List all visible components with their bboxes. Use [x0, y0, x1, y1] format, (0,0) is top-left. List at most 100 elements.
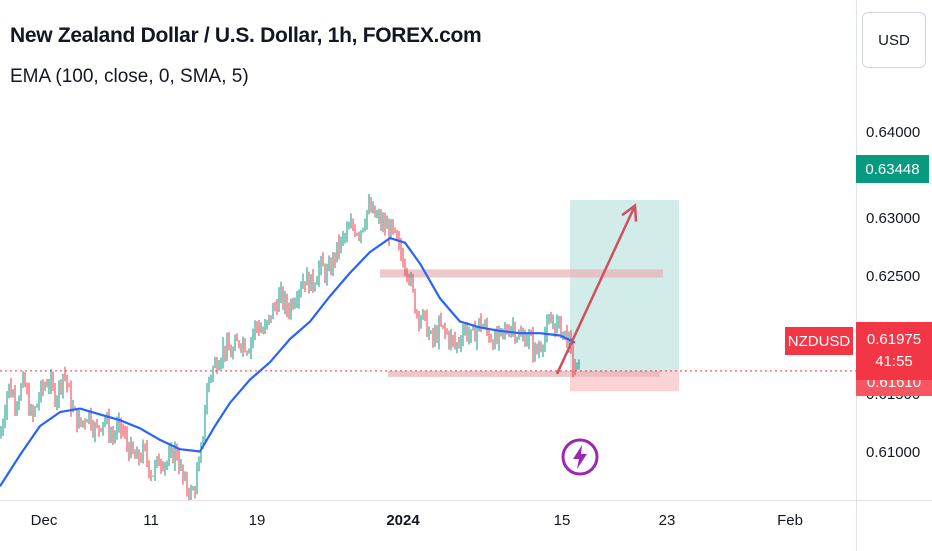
candle-body [528, 333, 530, 341]
candle-body [110, 435, 112, 437]
candle-body [10, 384, 12, 396]
candle-body [146, 448, 148, 462]
candle-body [446, 330, 448, 334]
candle-body [306, 273, 308, 286]
candle-body [32, 408, 34, 415]
lightning-icon[interactable] [560, 437, 600, 477]
candle-body [328, 263, 330, 270]
candle-body [420, 318, 422, 323]
time-axis[interactable] [0, 500, 856, 551]
chart-area[interactable]: New Zealand Dollar / U.S. Dollar, 1h, FO… [0, 0, 856, 506]
candle-body [206, 387, 208, 414]
candle-body [70, 386, 72, 411]
candle-body [500, 328, 502, 330]
candle-body [472, 328, 474, 330]
candle-body [534, 345, 536, 355]
candle-body [560, 318, 562, 337]
candle-body [542, 346, 544, 350]
candle-body [552, 323, 554, 325]
candle-body [442, 325, 444, 327]
candle-body [226, 340, 228, 355]
candle-body [294, 302, 296, 307]
candle-body [216, 361, 218, 370]
candle-body [360, 231, 362, 237]
candle-body [448, 333, 450, 344]
support-zone [388, 370, 660, 377]
candle-body [218, 365, 220, 370]
candle-body [354, 227, 356, 235]
candle-body [188, 491, 190, 499]
candle-body [308, 273, 310, 291]
candle-body [296, 299, 298, 303]
candle-body [128, 445, 130, 457]
candle-body [96, 424, 98, 426]
candle-body [184, 476, 186, 479]
candle-body [292, 301, 294, 307]
candle-body [20, 385, 22, 400]
candle-body [24, 375, 26, 386]
candle-body [130, 442, 132, 457]
candle-body [274, 306, 276, 308]
x-tick: Dec [30, 512, 58, 529]
candle-body [578, 361, 580, 363]
candle-body [122, 429, 124, 433]
price-plot[interactable] [0, 0, 856, 506]
candle-body [102, 422, 104, 431]
candle-body [248, 351, 250, 353]
candle-body [114, 434, 116, 437]
target-price-badge: 0.63448 [856, 155, 929, 183]
candle-body [202, 436, 204, 446]
candle-body [116, 425, 118, 435]
candle-body [196, 470, 198, 491]
candle-body [234, 340, 236, 350]
candle-body [338, 241, 340, 251]
candle-body [344, 235, 346, 237]
candle-body [92, 426, 94, 434]
candle-body [42, 383, 44, 389]
candle-body [544, 334, 546, 347]
candle-body [192, 489, 194, 491]
candle-body [316, 280, 318, 285]
candle-body [426, 313, 428, 336]
candle-body [396, 231, 398, 239]
candle-body [520, 334, 522, 336]
candle-body [444, 325, 446, 331]
candle-body [68, 385, 70, 387]
candle-body [402, 254, 404, 267]
candle-body [336, 241, 338, 260]
candle-body [30, 408, 32, 414]
candle-body [458, 343, 460, 345]
candle-body [572, 345, 574, 368]
candle-body [322, 258, 324, 267]
candle-body [550, 321, 552, 324]
candle-body [264, 325, 266, 333]
candle-body [490, 339, 492, 342]
candle-body [22, 375, 24, 386]
candle-body [376, 215, 378, 217]
candle-body [362, 228, 364, 232]
indicator-legend[interactable]: EMA (100, close, 0, SMA, 5) [10, 66, 249, 87]
candle-body [466, 326, 468, 338]
candle-body [286, 297, 288, 310]
candle-body [304, 281, 306, 286]
candle-body [370, 202, 372, 212]
candle-body [530, 333, 532, 336]
candle-body [150, 473, 152, 477]
candle-body [224, 345, 226, 355]
candle-body [182, 465, 184, 479]
candle-body [210, 376, 212, 379]
candle-body [214, 361, 216, 368]
candle-body [162, 465, 164, 469]
candle-body [204, 413, 206, 437]
candle-body [484, 323, 486, 327]
candle-body [258, 325, 260, 332]
candle-body [200, 445, 202, 461]
candle-body [564, 331, 566, 333]
candle-body [108, 417, 110, 437]
currency-button[interactable]: USD [862, 12, 926, 68]
candle-body [430, 331, 432, 333]
price-axis[interactable] [856, 0, 932, 500]
candle-body [486, 323, 488, 331]
candle-body [284, 297, 286, 307]
candle-body [280, 289, 282, 295]
